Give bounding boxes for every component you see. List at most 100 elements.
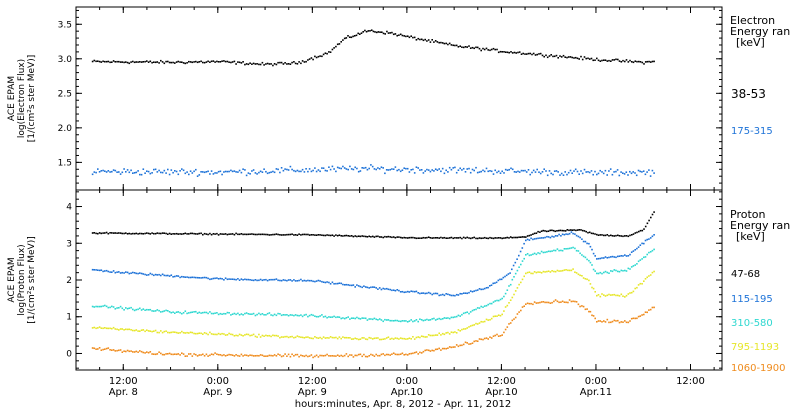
data-point xyxy=(366,355,369,358)
data-point xyxy=(431,318,433,320)
data-point xyxy=(301,315,304,318)
data-point xyxy=(494,48,496,51)
data-point xyxy=(443,294,446,297)
series-175-315 xyxy=(91,164,655,177)
data-point xyxy=(382,236,384,239)
data-point xyxy=(455,344,458,346)
data-point xyxy=(221,233,223,235)
data-point xyxy=(205,61,208,63)
data-point xyxy=(242,168,244,170)
data-point xyxy=(464,311,467,314)
x-tick-date-label: Apr. 9 xyxy=(298,387,327,398)
data-point xyxy=(256,336,258,338)
data-point xyxy=(128,171,131,174)
legend-title-line: Energy ran xyxy=(730,25,790,38)
data-point xyxy=(492,237,495,240)
data-point xyxy=(559,55,561,57)
data-point xyxy=(142,351,145,354)
data-point xyxy=(440,318,442,321)
data-point xyxy=(389,168,391,171)
data-point xyxy=(561,269,564,272)
data-point xyxy=(401,337,404,340)
data-point xyxy=(394,337,397,339)
data-point xyxy=(210,333,213,335)
data-point xyxy=(158,62,160,64)
data-point xyxy=(531,53,533,56)
data-point xyxy=(530,272,532,275)
data-point xyxy=(235,354,237,356)
data-point xyxy=(348,36,351,38)
data-point xyxy=(413,338,416,340)
data-point xyxy=(289,314,292,316)
data-point xyxy=(482,306,484,308)
data-point xyxy=(469,343,472,345)
data-point xyxy=(596,258,598,260)
data-point xyxy=(560,270,562,272)
data-point xyxy=(338,355,341,357)
data-point xyxy=(384,354,386,357)
data-point xyxy=(379,31,381,33)
data-point xyxy=(571,56,573,59)
data-point xyxy=(420,352,423,354)
data-point xyxy=(221,313,223,315)
data-point xyxy=(539,301,541,304)
data-point xyxy=(97,348,99,350)
y-axis-label-line: [1/(cm²s ster MeV)] xyxy=(27,55,37,142)
data-point xyxy=(182,276,185,278)
data-point xyxy=(156,61,159,63)
data-point xyxy=(296,335,299,337)
data-point xyxy=(513,318,515,320)
data-point xyxy=(480,305,482,308)
data-point xyxy=(507,273,510,275)
data-point xyxy=(258,171,260,174)
data-point xyxy=(95,232,97,235)
data-point xyxy=(350,317,353,319)
data-point xyxy=(551,229,553,232)
data-point xyxy=(170,331,173,334)
data-point xyxy=(335,170,337,173)
data-point xyxy=(405,353,407,356)
data-point xyxy=(573,229,575,231)
data-point xyxy=(368,355,370,357)
data-point xyxy=(487,286,489,289)
data-point xyxy=(585,230,587,233)
data-point xyxy=(146,351,148,353)
data-point xyxy=(380,236,383,238)
data-point xyxy=(154,61,157,64)
data-point xyxy=(618,255,621,257)
data-point xyxy=(163,310,166,312)
data-point xyxy=(219,233,222,235)
data-point xyxy=(342,336,344,338)
data-point xyxy=(102,232,104,234)
data-point xyxy=(242,314,244,316)
data-point xyxy=(372,30,375,33)
data-point xyxy=(149,308,152,311)
data-point xyxy=(480,320,482,323)
data-point xyxy=(219,170,222,173)
data-point xyxy=(378,354,381,357)
data-point xyxy=(277,312,279,315)
data-point xyxy=(436,292,439,295)
data-point xyxy=(340,235,342,237)
data-point xyxy=(553,236,555,238)
data-point xyxy=(389,236,391,238)
data-point xyxy=(568,229,570,232)
data-point xyxy=(149,233,152,235)
data-point xyxy=(333,336,335,339)
data-point xyxy=(238,333,241,336)
data-point xyxy=(497,279,500,282)
data-point xyxy=(603,234,605,237)
data-point xyxy=(198,174,201,176)
data-point xyxy=(459,45,461,47)
data-point xyxy=(368,336,370,339)
data-point xyxy=(314,315,316,317)
data-point xyxy=(272,170,274,173)
data-point xyxy=(373,168,376,170)
data-point xyxy=(469,325,472,327)
y-axis-label-line: ACE EPAM xyxy=(7,76,17,121)
data-point xyxy=(378,287,381,289)
data-point xyxy=(627,255,630,257)
data-point xyxy=(522,169,524,172)
data-point xyxy=(575,301,578,303)
data-point xyxy=(494,315,496,317)
